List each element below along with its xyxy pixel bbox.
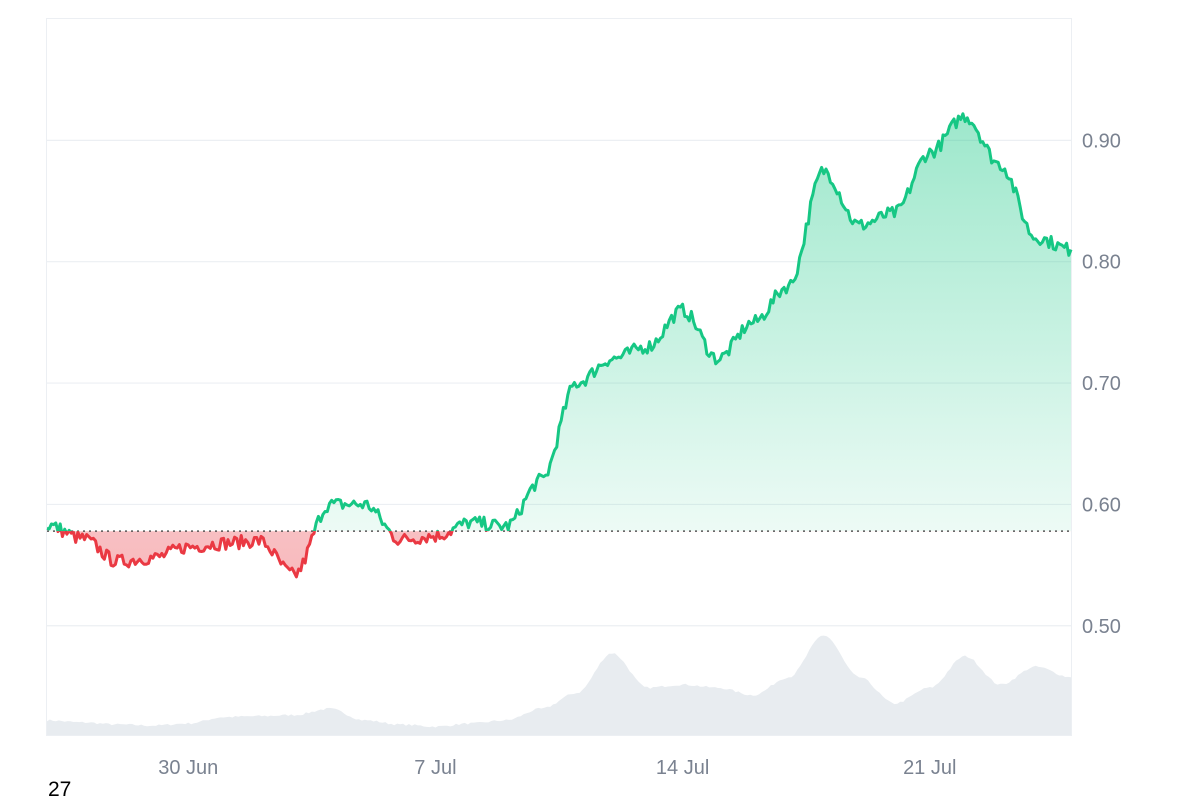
y-tick-label: 0.50 bbox=[1082, 616, 1121, 638]
y-tick-label: 0.60 bbox=[1082, 494, 1121, 516]
area-above-baseline bbox=[47, 113, 1071, 532]
x-tick-label: 7 Jul bbox=[414, 757, 456, 779]
x-tick-label: 21 Jul bbox=[903, 757, 956, 779]
volume-shape bbox=[47, 635, 1071, 735]
area-below-baseline bbox=[57, 531, 453, 577]
plot-frame bbox=[46, 18, 1072, 736]
footer-label: 27 bbox=[48, 778, 72, 801]
y-tick-label: 0.90 bbox=[1082, 130, 1121, 152]
x-tick-label: 14 Jul bbox=[656, 757, 709, 779]
price-fill bbox=[47, 113, 1071, 577]
volume-area bbox=[47, 635, 1071, 735]
series-line-down bbox=[56, 531, 510, 579]
y-axis: 0.50 0.60 0.70 0.80 0.90 bbox=[1082, 130, 1121, 637]
x-axis: 30 Jun 7 Jul 14 Jul 21 Jul bbox=[158, 757, 956, 779]
y-tick-label: 0.80 bbox=[1082, 252, 1121, 274]
price-line bbox=[46, 112, 1073, 579]
series-line-up bbox=[46, 112, 1073, 532]
x-tick-label: 30 Jun bbox=[158, 757, 218, 779]
y-tick-label: 0.70 bbox=[1082, 373, 1121, 395]
